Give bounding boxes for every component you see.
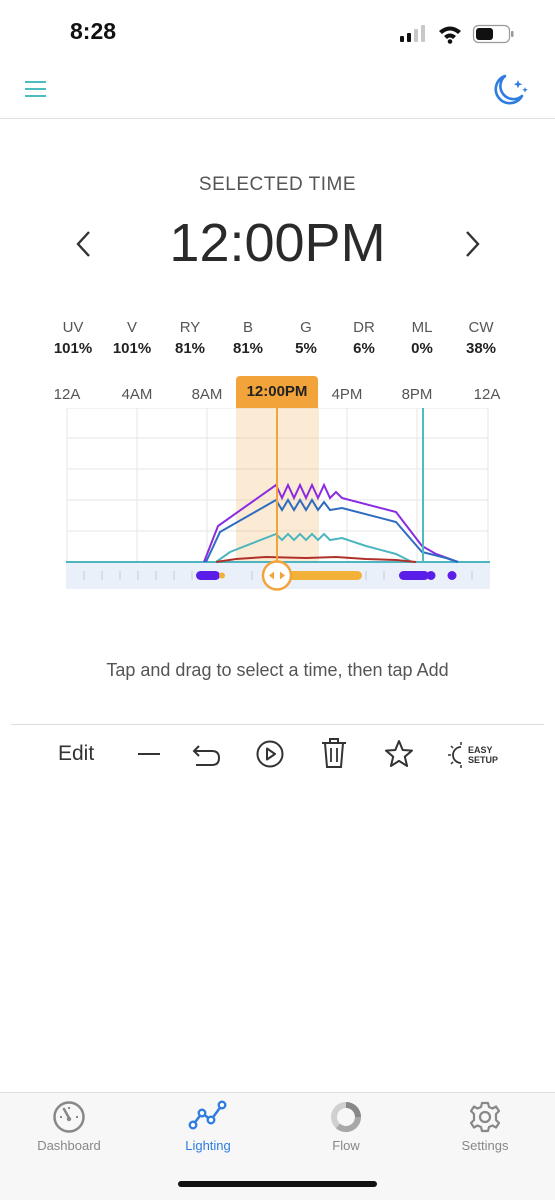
instruction-hint: Tap and drag to select a time, then tap …: [106, 660, 449, 680]
lighting-graph-icon: [188, 1100, 227, 1130]
tab-dashboard-label: Dashboard: [37, 1138, 101, 1153]
dashboard-gauge-icon: [53, 1101, 85, 1133]
channel-value-g: 5%: [295, 340, 317, 357]
lighting-schedule-chart[interactable]: [66, 408, 490, 592]
series-purple-line: [203, 482, 459, 563]
easy-setup-icon[interactable]: [448, 742, 468, 768]
tick-12a-end: 12A: [473, 386, 501, 403]
chevron-right-icon[interactable]: [462, 230, 482, 258]
signal-icon: [400, 25, 425, 42]
tick-12a-start: 12A: [53, 386, 81, 403]
play-icon[interactable]: [256, 740, 284, 768]
timepoint-morning-selected: [219, 572, 225, 579]
tick-4am: 4AM: [121, 386, 153, 403]
easy-setup-label[interactable]: EASY SETUP: [468, 745, 498, 765]
channel-value-cw: 38%: [465, 340, 497, 357]
tab-settings[interactable]: Settings: [430, 1100, 540, 1160]
timepoint-group-midday: [288, 571, 362, 580]
tick-4pm: 4PM: [331, 386, 363, 403]
selected-time-value: 12:00PM: [169, 213, 386, 273]
tick-selected-time[interactable]: 12:00PM: [236, 376, 318, 408]
toolbar-divider: [11, 724, 544, 725]
edit-button[interactable]: Edit: [58, 742, 95, 765]
gear-icon: [469, 1101, 501, 1133]
tab-dashboard[interactable]: Dashboard: [14, 1100, 124, 1160]
channel-value-uv: 101%: [53, 340, 93, 357]
moon-stars-icon[interactable]: [488, 70, 532, 110]
wifi-icon: [439, 26, 461, 44]
trash-icon[interactable]: [320, 737, 348, 769]
drag-handle-icon: [261, 560, 293, 591]
series-teal-line: [215, 532, 413, 563]
channel-name-ml: ML: [411, 319, 433, 336]
channel-value-b: 81%: [232, 340, 264, 357]
series-red-line: [215, 555, 417, 563]
timepoint-group-evening: [399, 571, 429, 580]
status-time: 8:28: [70, 18, 117, 44]
timepoint-evening-dot: [426, 571, 436, 580]
header-divider: [0, 118, 555, 119]
channel-name-uv: UV: [62, 319, 84, 336]
tab-lighting[interactable]: Lighting: [153, 1100, 263, 1160]
star-icon[interactable]: [384, 739, 414, 769]
tab-flow[interactable]: Flow: [291, 1100, 401, 1160]
channel-value-dr: 6%: [353, 340, 375, 357]
channel-name-ry: RY: [179, 319, 201, 336]
tab-lighting-label: Lighting: [185, 1138, 231, 1153]
channel-name-g: G: [300, 319, 312, 336]
channel-name-dr: DR: [353, 319, 375, 336]
timepoint-night-dot: [447, 571, 457, 580]
tab-bar-divider: [0, 1092, 555, 1093]
battery-icon: [472, 24, 514, 44]
tick-8pm: 8PM: [401, 386, 433, 403]
undo-icon[interactable]: [192, 740, 222, 768]
home-indicator: [178, 1181, 377, 1187]
channel-value-v: 101%: [112, 340, 152, 357]
channel-name-v: V: [126, 319, 137, 336]
series-blue-line: [205, 498, 459, 563]
easy-setup-line1: EASY: [468, 745, 493, 755]
menu-icon[interactable]: [25, 80, 47, 98]
tab-settings-label: Settings: [461, 1138, 509, 1153]
easy-setup-line2: SETUP: [468, 755, 499, 765]
tab-flow-label: Flow: [332, 1138, 360, 1153]
tick-8am: 8AM: [191, 386, 223, 403]
minus-icon[interactable]: [137, 742, 161, 766]
selected-time-label: SELECTED TIME: [198, 174, 357, 195]
channel-name-b: B: [242, 319, 253, 336]
track-ticks: [83, 571, 473, 580]
timepoint-group-morning: [196, 571, 220, 580]
channel-value-ry: 81%: [174, 340, 206, 357]
chevron-left-icon[interactable]: [74, 230, 94, 258]
channel-name-cw: CW: [468, 319, 494, 336]
status-icons: [400, 24, 514, 44]
flow-ring-icon: [331, 1102, 362, 1133]
channel-value-ml: 0%: [411, 340, 433, 357]
